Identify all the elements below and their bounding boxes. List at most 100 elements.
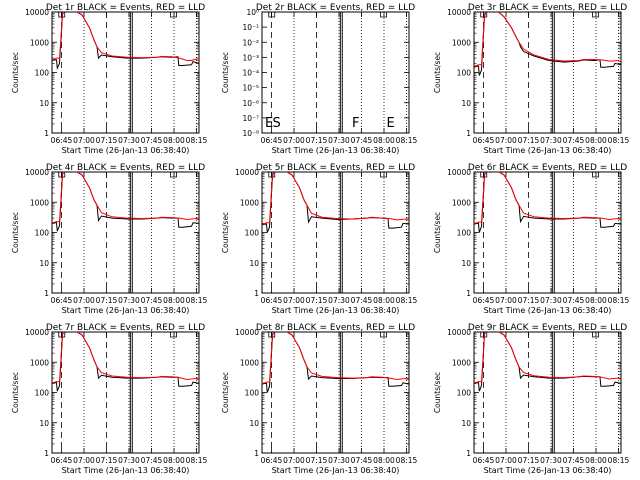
y-axis-label: Counts/sec — [11, 372, 20, 413]
x-tick-label: 07:45 — [563, 456, 585, 465]
x-tick-label: 08:00 — [163, 136, 185, 145]
x-tick-label: 08:00 — [373, 456, 395, 465]
chart-panel-5: Det 5r BLACK = Events, RED = LLD 1 10 100 10… — [221, 163, 418, 315]
y-tick-label: 100 — [245, 389, 260, 398]
y-axis-label: Counts/sec — [433, 212, 442, 253]
chart-panel-6: Det 6r BLACK = Events, RED = LLD 1 10 100 10… — [433, 163, 630, 315]
series-line-events — [262, 172, 409, 233]
y-tick-label: 1000 — [30, 358, 49, 367]
series-line-lld — [262, 332, 409, 384]
annotation-letter: E — [265, 116, 273, 131]
x-axis-label: Start Time (26-Jan-13 06:38:40) — [272, 146, 400, 155]
x-tick-label: 08:15 — [396, 136, 418, 145]
series-line-lld — [52, 172, 199, 224]
top-marker — [592, 332, 599, 338]
x-tick-label: 08:00 — [585, 136, 607, 145]
top-marker — [592, 172, 599, 178]
y-tick-label: 10000 — [447, 328, 471, 337]
x-tick-label: 08:00 — [585, 456, 607, 465]
annotation-letter: E — [387, 116, 395, 131]
x-tick-label: 07:15 — [518, 456, 540, 465]
chart-title: Det 4r BLACK = Events, RED = LLD — [46, 163, 205, 173]
top-marker — [380, 172, 387, 178]
chart-title: Det 3r BLACK = Events, RED = LLD — [468, 3, 627, 13]
x-tick-label: 06:45 — [473, 456, 495, 465]
x-tick-label: 07:30 — [328, 136, 350, 145]
chart-title: Det 9r BLACK = Events, RED = LLD — [468, 323, 627, 333]
y-tick-label: 10 — [249, 259, 259, 268]
y-tick-label: 10 — [39, 99, 49, 108]
x-tick-label: 08:15 — [396, 296, 418, 305]
plot-frame — [261, 331, 410, 454]
x-tick-label: 06:45 — [261, 136, 283, 145]
y-tick-label: 10⁻¹ — [242, 23, 259, 32]
plot-frame — [261, 171, 410, 294]
series-group — [474, 172, 621, 233]
x-axis-label: Start Time (26-Jan-13 06:38:40) — [62, 306, 190, 315]
x-tick-label: 07:15 — [96, 456, 118, 465]
top-marker — [380, 12, 387, 18]
y-tick-label: 1000 — [452, 38, 471, 47]
x-tick-label: 07:45 — [141, 296, 163, 305]
series-group — [474, 332, 621, 392]
series-group — [262, 332, 409, 393]
y-tick-label: 10000 — [25, 8, 49, 17]
x-tick-label: 06:45 — [473, 136, 495, 145]
x-tick-label: 07:45 — [141, 456, 163, 465]
y-tick-label: 1 — [254, 289, 259, 298]
plot-frame — [473, 11, 622, 134]
x-tick-label: 07:45 — [351, 456, 373, 465]
y-tick-label: 10⁻⁵ — [242, 84, 259, 93]
x-tick-label: 06:45 — [51, 296, 73, 305]
x-axis-label: Start Time (26-Jan-13 06:38:40) — [62, 466, 190, 475]
y-tick-label: 1000 — [452, 358, 471, 367]
y-tick-label: 10000 — [235, 328, 259, 337]
x-tick-label: 07:30 — [118, 136, 140, 145]
plot-frame — [261, 11, 410, 134]
x-tick-label: 07:00 — [73, 136, 95, 145]
x-tick-label: 07:15 — [306, 296, 328, 305]
plot-frame — [51, 171, 200, 294]
y-tick-label: 10000 — [447, 168, 471, 177]
x-tick-label: 07:15 — [518, 296, 540, 305]
x-axis-label: Start Time (26-Jan-13 06:38:40) — [62, 146, 190, 155]
series-line-events — [52, 332, 199, 392]
series-line-events — [52, 12, 199, 70]
series-group — [52, 172, 199, 232]
y-axis-label: Counts/sec — [221, 52, 230, 93]
top-marker — [170, 172, 177, 178]
y-tick-label: 10 — [39, 419, 49, 428]
x-tick-label: 07:15 — [306, 136, 328, 145]
x-tick-label: 07:00 — [73, 296, 95, 305]
y-tick-label: 1000 — [240, 358, 259, 367]
series-line-events — [474, 172, 621, 233]
x-tick-label: 07:00 — [283, 296, 305, 305]
chart-panel-7: Det 7r BLACK = Events, RED = LLD 1 10 100 10… — [11, 323, 208, 475]
y-axis-label: Counts/sec — [433, 372, 442, 413]
x-tick-label: 08:15 — [608, 136, 630, 145]
plot-frame — [473, 171, 622, 294]
y-tick-label: 10000 — [447, 8, 471, 17]
y-tick-label: 100 — [35, 69, 50, 78]
chart-title: Det 1r BLACK = Events, RED = LLD — [46, 3, 205, 13]
x-tick-label: 07:30 — [118, 296, 140, 305]
chart-panel-1: Det 1r BLACK = Events, RED = LLD 1 10 100 10… — [11, 3, 208, 155]
y-tick-label: 1000 — [240, 198, 259, 207]
y-tick-label: 10⁰ — [246, 8, 259, 17]
chart-panel-9: Det 9r BLACK = Events, RED = LLD 1 10 100 10… — [433, 323, 630, 475]
chart-title: Det 6r BLACK = Events, RED = LLD — [468, 163, 627, 173]
y-tick-label: 10⁻⁶ — [242, 99, 259, 108]
x-tick-label: 06:45 — [261, 296, 283, 305]
y-tick-label: 1000 — [30, 38, 49, 47]
chart-panel-4: Det 4r BLACK = Events, RED = LLD 1 10 100 10… — [11, 163, 208, 315]
x-axis-label: Start Time (26-Jan-13 06:38:40) — [272, 466, 400, 475]
x-tick-label: 07:30 — [540, 296, 562, 305]
plot-frame — [51, 11, 200, 134]
y-axis-label: Counts/sec — [221, 212, 230, 253]
x-tick-label: 07:00 — [283, 456, 305, 465]
y-tick-label: 10000 — [25, 328, 49, 337]
x-tick-label: 07:30 — [540, 456, 562, 465]
chart-panel-3: Det 3r BLACK = Events, RED = LLD 1 10 100 10… — [433, 3, 630, 155]
x-tick-label: 07:30 — [540, 136, 562, 145]
